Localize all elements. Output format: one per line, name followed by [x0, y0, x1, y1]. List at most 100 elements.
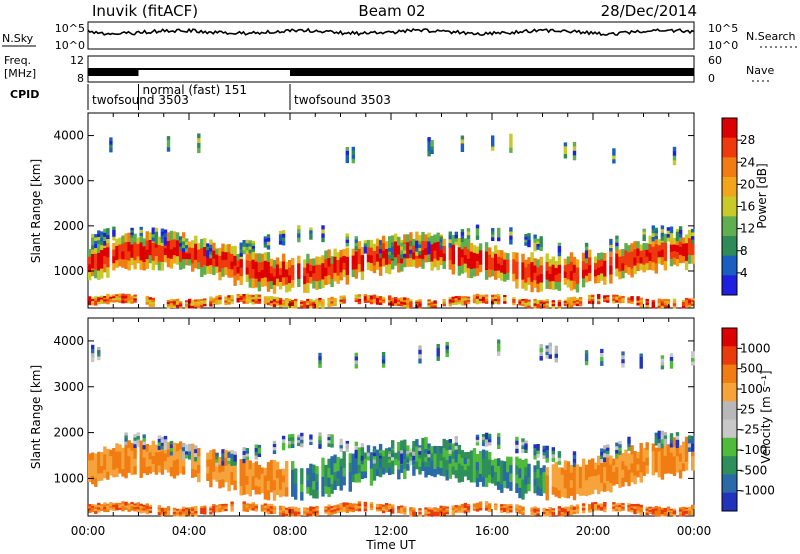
heatmap-cell	[209, 296, 213, 300]
heatmap-cell	[357, 508, 362, 512]
heatmap-cell	[191, 513, 195, 516]
heatmap-cell	[327, 507, 331, 511]
heatmap-cell	[275, 278, 280, 287]
heatmap-cell	[248, 505, 252, 508]
heatmap-cell	[403, 250, 407, 255]
heatmap-cell	[369, 255, 374, 264]
heatmap-cell	[254, 477, 258, 487]
heatmap-cell	[160, 245, 165, 255]
colorbar-tick-label: 25	[740, 402, 755, 416]
heatmap-cell	[303, 507, 307, 510]
heatmap-cell	[160, 511, 165, 515]
heatmap-cell	[424, 467, 428, 478]
heatmap-cell	[575, 301, 580, 305]
heatmap-cell	[112, 296, 116, 299]
heatmap-cell	[669, 357, 674, 362]
heatmap-cell	[521, 512, 525, 516]
heatmap-cell	[130, 257, 134, 265]
heatmap-cell	[442, 261, 446, 270]
heatmap-cell	[221, 457, 225, 462]
heatmap-cell	[539, 356, 543, 361]
date-title: 28/Dec/2014	[601, 2, 697, 20]
heatmap-cell	[403, 512, 407, 515]
heatmap-cell	[266, 511, 271, 515]
heatmap-cell	[536, 513, 540, 516]
heatmap-cell	[491, 237, 495, 241]
heatmap-cell	[451, 505, 455, 509]
heatmap-cell	[254, 469, 258, 479]
heatmap-cell	[542, 306, 546, 309]
heatmap-cell	[297, 237, 301, 243]
heatmap-cell	[621, 297, 625, 300]
heatmap-cell	[557, 299, 562, 303]
heatmap-cell	[342, 451, 346, 461]
heatmap-cell	[684, 509, 689, 512]
heatmap-cell	[627, 299, 631, 302]
heatmap-cell	[521, 253, 525, 263]
heatmap-cell	[354, 269, 358, 279]
heatmap-cell	[130, 506, 134, 509]
heatmap-cell	[239, 276, 243, 286]
heatmap-cell	[191, 255, 195, 264]
heatmap-cell	[384, 264, 389, 274]
heatmap-cell	[545, 305, 549, 309]
heatmap-cell	[554, 487, 558, 497]
heatmap-cell	[436, 460, 440, 468]
heatmap-cell	[254, 261, 258, 271]
heatmap-cell	[378, 296, 383, 299]
heatmap-cell	[312, 509, 316, 512]
y-tick-label: 4000	[53, 129, 84, 143]
heatmap-cell	[433, 302, 437, 305]
heatmap-cell	[657, 305, 661, 309]
heatmap-cell	[248, 300, 252, 303]
heatmap-cell	[351, 453, 355, 462]
heatmap-cell	[272, 480, 277, 491]
heatmap-cell	[348, 453, 352, 464]
heatmap-cell	[618, 249, 622, 258]
heatmap-cell	[100, 259, 104, 270]
heatmap-cell	[130, 504, 134, 507]
heatmap-cell	[306, 282, 310, 294]
heatmap-cell	[145, 298, 149, 301]
heatmap-cell	[185, 302, 189, 305]
heatmap-cell	[545, 467, 549, 476]
heatmap-cell	[151, 234, 155, 238]
heatmap-cell	[669, 258, 674, 267]
heatmap-cell	[469, 269, 474, 279]
heatmap-cell	[363, 246, 368, 251]
heatmap-cell	[639, 357, 643, 362]
heatmap-cell	[684, 512, 689, 515]
heatmap-cell	[300, 305, 304, 308]
heatmap-cell	[200, 304, 204, 308]
heatmap-cell	[615, 509, 619, 512]
heatmap-cell	[212, 242, 216, 252]
heatmap-cell	[500, 468, 504, 477]
heatmap-cell	[333, 509, 337, 512]
heatmap-cell	[454, 442, 458, 447]
heatmap-cell	[321, 301, 325, 304]
heatmap-cell	[336, 504, 340, 507]
heatmap-cell	[566, 304, 571, 308]
heatmap-cell	[157, 236, 162, 246]
heatmap-cell	[300, 436, 304, 441]
heatmap-cell	[648, 506, 652, 509]
heatmap-cell	[157, 512, 162, 515]
heatmap-cell	[269, 503, 274, 507]
heatmap-cell	[448, 235, 452, 240]
y-tick-label: 3000	[53, 380, 84, 394]
heatmap-cell	[533, 465, 537, 473]
heatmap-cell	[527, 264, 531, 272]
heatmap-cell	[88, 467, 92, 475]
heatmap-cell	[233, 454, 237, 459]
heatmap-cell	[212, 301, 216, 304]
heatmap-cell	[618, 271, 622, 280]
heatmap-cell	[666, 230, 671, 235]
heatmap-cell	[127, 505, 131, 508]
heatmap-cell	[133, 458, 137, 467]
heatmap-cell	[309, 471, 313, 480]
heatmap-cell	[563, 488, 568, 499]
heatmap-cell	[336, 478, 340, 487]
heatmap-cell	[569, 252, 574, 263]
heatmap-cell	[506, 266, 510, 274]
heatmap-cell	[584, 263, 589, 270]
